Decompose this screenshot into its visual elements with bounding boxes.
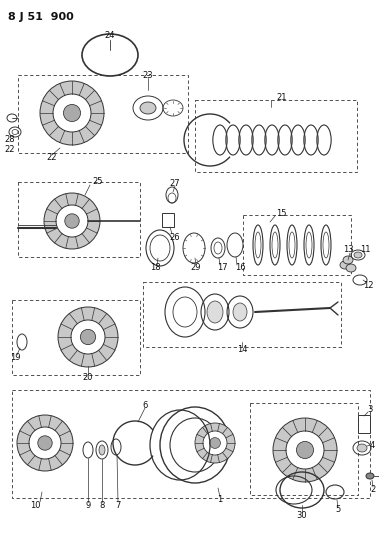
Text: 5: 5: [335, 505, 341, 514]
Text: 11: 11: [360, 246, 370, 254]
Ellipse shape: [38, 436, 52, 450]
Bar: [12, 390, 370, 498]
Text: 10: 10: [30, 500, 40, 510]
Ellipse shape: [306, 232, 312, 258]
Ellipse shape: [289, 232, 295, 258]
Text: 30: 30: [297, 511, 307, 520]
Ellipse shape: [323, 232, 329, 258]
Bar: [195, 100, 357, 172]
Text: 23: 23: [143, 70, 153, 79]
Text: 16: 16: [235, 263, 245, 272]
Bar: [143, 282, 341, 347]
Ellipse shape: [296, 441, 313, 458]
Ellipse shape: [354, 252, 362, 258]
Ellipse shape: [17, 415, 73, 471]
Text: 4: 4: [370, 440, 374, 449]
Ellipse shape: [80, 329, 96, 345]
Ellipse shape: [99, 445, 105, 455]
Bar: [18, 75, 188, 153]
Text: 24: 24: [105, 30, 115, 39]
Text: 19: 19: [10, 353, 20, 362]
Text: 1: 1: [218, 496, 222, 505]
Text: 12: 12: [363, 280, 373, 289]
Ellipse shape: [29, 427, 61, 459]
Ellipse shape: [233, 303, 247, 321]
Text: 20: 20: [83, 373, 93, 382]
Ellipse shape: [195, 423, 235, 463]
Ellipse shape: [63, 104, 81, 122]
Text: 22: 22: [47, 154, 57, 163]
Text: 27: 27: [170, 179, 180, 188]
Text: 13: 13: [343, 246, 353, 254]
Ellipse shape: [357, 444, 367, 452]
Text: 15: 15: [276, 208, 286, 217]
Text: 9: 9: [85, 500, 91, 510]
Bar: [18, 182, 140, 257]
Bar: [12, 300, 140, 375]
Ellipse shape: [340, 261, 350, 269]
Ellipse shape: [53, 94, 91, 132]
Bar: [162, 213, 174, 227]
Ellipse shape: [71, 320, 105, 354]
Text: 3: 3: [367, 406, 373, 415]
Text: 7: 7: [115, 500, 121, 510]
Bar: [358, 415, 370, 433]
Text: 8 J 51  900: 8 J 51 900: [8, 12, 74, 22]
Ellipse shape: [44, 193, 100, 249]
Ellipse shape: [272, 232, 278, 258]
Text: 18: 18: [150, 263, 160, 272]
Ellipse shape: [343, 256, 353, 264]
Ellipse shape: [273, 418, 337, 482]
Ellipse shape: [203, 431, 227, 455]
Text: 25: 25: [93, 177, 103, 187]
Ellipse shape: [207, 301, 223, 323]
Ellipse shape: [255, 232, 261, 258]
Ellipse shape: [346, 264, 356, 272]
Text: 21: 21: [277, 93, 287, 101]
Ellipse shape: [40, 81, 104, 145]
Ellipse shape: [56, 205, 88, 237]
Text: 14: 14: [237, 345, 247, 354]
Ellipse shape: [140, 102, 156, 114]
Bar: [243, 215, 351, 275]
Ellipse shape: [210, 438, 221, 448]
Ellipse shape: [65, 214, 79, 228]
Ellipse shape: [286, 431, 324, 469]
Text: 22: 22: [5, 146, 15, 155]
Text: 28: 28: [5, 135, 15, 144]
Text: 2: 2: [370, 486, 376, 495]
Text: 8: 8: [99, 500, 105, 510]
Ellipse shape: [58, 307, 118, 367]
Text: 29: 29: [191, 263, 201, 272]
Ellipse shape: [366, 473, 374, 479]
Text: 17: 17: [217, 263, 227, 272]
Bar: [250, 403, 358, 495]
Text: 26: 26: [170, 232, 180, 241]
Text: 6: 6: [142, 400, 148, 409]
Ellipse shape: [214, 242, 222, 254]
